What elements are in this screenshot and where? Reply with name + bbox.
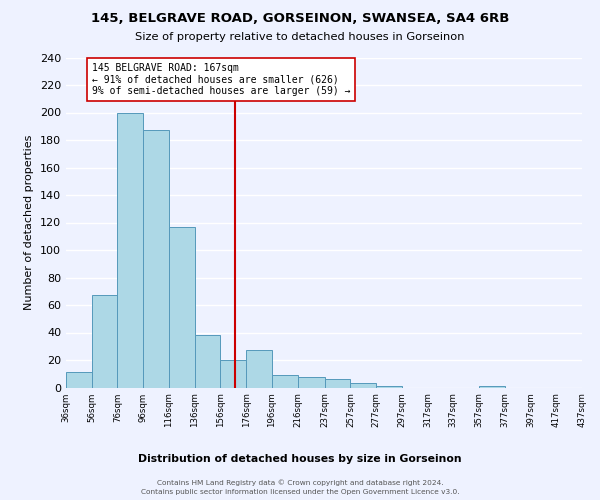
Text: 145, BELGRAVE ROAD, GORSEINON, SWANSEA, SA4 6RB: 145, BELGRAVE ROAD, GORSEINON, SWANSEA, … — [91, 12, 509, 26]
Bar — [246, 350, 272, 388]
Bar — [143, 130, 169, 388]
Bar — [350, 384, 376, 388]
Text: Contains HM Land Registry data © Crown copyright and database right 2024.: Contains HM Land Registry data © Crown c… — [157, 480, 443, 486]
Bar — [298, 376, 325, 388]
Text: 145 BELGRAVE ROAD: 167sqm
← 91% of detached houses are smaller (626)
9% of semi-: 145 BELGRAVE ROAD: 167sqm ← 91% of detac… — [92, 63, 350, 96]
Bar — [194, 335, 220, 388]
Text: Size of property relative to detached houses in Gorseinon: Size of property relative to detached ho… — [135, 32, 465, 42]
Text: Contains public sector information licensed under the Open Government Licence v3: Contains public sector information licen… — [140, 489, 460, 495]
Y-axis label: Number of detached properties: Number of detached properties — [25, 135, 34, 310]
Bar — [118, 112, 143, 388]
Bar — [376, 386, 402, 388]
Bar — [220, 360, 246, 388]
Bar — [479, 386, 505, 388]
Bar — [66, 372, 92, 388]
Bar — [169, 226, 194, 388]
Bar — [92, 296, 118, 388]
Text: Distribution of detached houses by size in Gorseinon: Distribution of detached houses by size … — [138, 454, 462, 464]
Bar — [272, 375, 298, 388]
Bar — [325, 380, 350, 388]
